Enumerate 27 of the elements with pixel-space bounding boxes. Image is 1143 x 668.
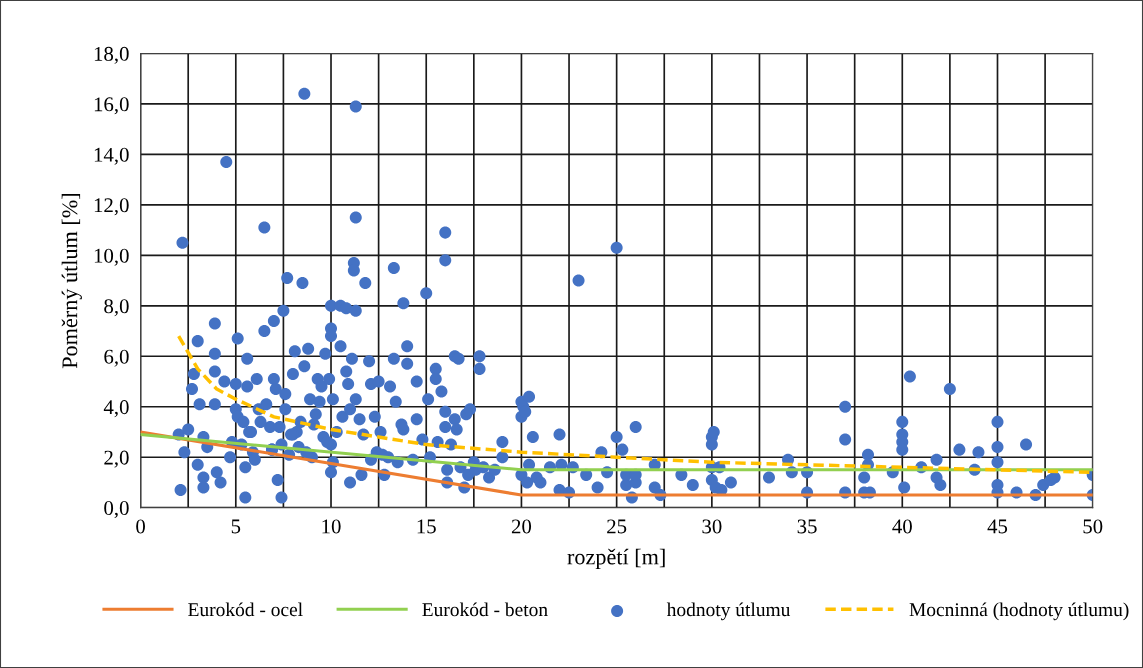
- legend-label: Eurokód - beton: [422, 602, 548, 617]
- y-tick-label: 14,0: [94, 147, 129, 165]
- y-tick-label: 18,0: [94, 46, 129, 64]
- y-axis-title: Poměrný útlum [%]: [61, 193, 82, 369]
- x-tick-label: 45: [987, 519, 1008, 534]
- y-tick-label: 8,0: [104, 299, 129, 317]
- x-axis-title: rozpětí [m]: [567, 548, 665, 569]
- x-tick-label: 50: [1083, 519, 1103, 534]
- x-tick-label: 0: [136, 519, 145, 534]
- legend-label: hodnoty útlumu: [666, 602, 791, 621]
- x-tick-label: 25: [607, 519, 627, 534]
- x-tick-label: 5: [231, 519, 241, 534]
- x-tick-label: 35: [797, 519, 817, 534]
- x-tick-label: 30: [702, 519, 722, 534]
- y-tick-label: 4,0: [103, 400, 129, 418]
- y-tick-label: 12,0: [94, 198, 129, 216]
- y-tick-label: 16,0: [94, 97, 129, 115]
- y-tick-label: 10,0: [94, 248, 129, 266]
- y-tick-label: 6,0: [104, 349, 129, 367]
- x-tick-label: 10: [322, 519, 341, 534]
- x-tick-label: 20: [511, 519, 532, 534]
- y-tick-label: 2,0: [104, 450, 129, 468]
- legend-label: Mocninná (hodnoty útlumu): [909, 602, 1129, 621]
- x-tick-label: 40: [892, 519, 912, 534]
- x-tick-label: 15: [417, 519, 436, 534]
- y-tick-label: 0,0: [104, 501, 129, 519]
- legend-label: Eurokód - ocel: [188, 602, 303, 617]
